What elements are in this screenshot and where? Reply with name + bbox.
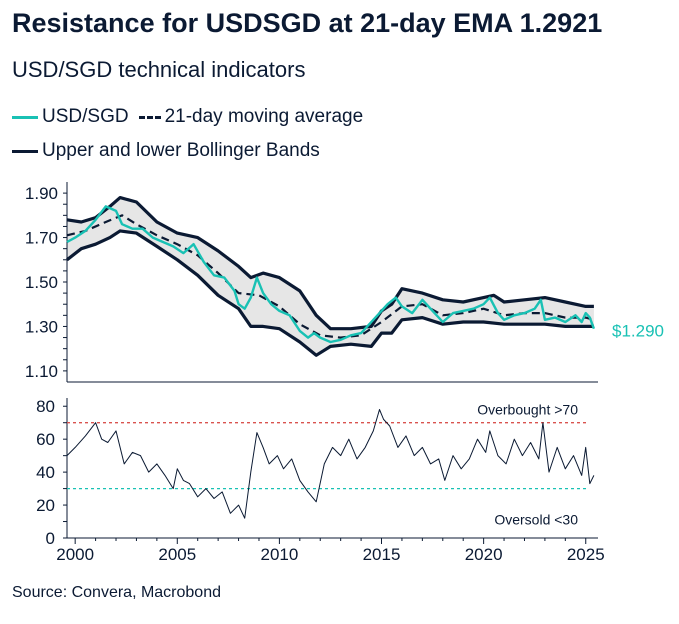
legend-ma-label: 21-day moving average	[164, 106, 364, 127]
overbought-label: Overbought >70	[477, 402, 578, 418]
legend-row-1: USD/SGD 21-day moving average	[12, 106, 363, 128]
top-y-tick-label: 1.70	[25, 229, 58, 248]
source-note: Source: Convera, Macrobond	[12, 584, 221, 601]
usdsgd-line	[66, 205, 596, 344]
x-tick-label: 2000	[56, 545, 94, 564]
x-tick-label: 2005	[158, 545, 196, 564]
top-y-tick-label: 1.30	[25, 317, 58, 336]
x-tick-label: 2020	[465, 545, 503, 564]
last-value-label: $1.290	[612, 322, 664, 341]
oversold-label: Oversold <30	[494, 512, 578, 528]
legend-ma-swatch	[138, 115, 161, 119]
legend-usdsgd-label: USD/SGD	[42, 106, 129, 127]
x-tick-label: 2015	[363, 545, 401, 564]
top-y-tick-label: 1.10	[25, 362, 58, 381]
chart-title: Resistance for USDSGD at 21-day EMA 1.29…	[12, 8, 603, 38]
lower-bollinger-line	[66, 229, 594, 357]
top-y-tick-label: 1.90	[25, 184, 58, 203]
rsi-y-tick-label: 60	[36, 430, 55, 449]
legend-usdsgd-swatch	[12, 115, 38, 119]
ma-21-line	[66, 214, 595, 339]
legend-row-2: Upper and lower Bollinger Bands	[12, 140, 320, 162]
top-y-tick-label: 1.50	[25, 273, 58, 292]
legend-bands-swatch	[12, 149, 38, 153]
rsi-y-tick-label: 80	[36, 397, 55, 416]
rsi-y-tick-label: 40	[36, 463, 55, 482]
rsi-line	[66, 409, 595, 519]
bollinger-band-fill	[67, 197, 594, 356]
rsi-y-tick-label: 0	[46, 529, 55, 548]
x-tick-label: 2010	[260, 545, 298, 564]
x-tick-label: 2025	[567, 545, 605, 564]
upper-bollinger-line	[66, 196, 594, 331]
legend-bands-label: Upper and lower Bollinger Bands	[42, 140, 320, 161]
rsi-y-tick-label: 20	[36, 496, 55, 515]
chart-subtitle: USD/SGD technical indicators	[12, 57, 306, 82]
